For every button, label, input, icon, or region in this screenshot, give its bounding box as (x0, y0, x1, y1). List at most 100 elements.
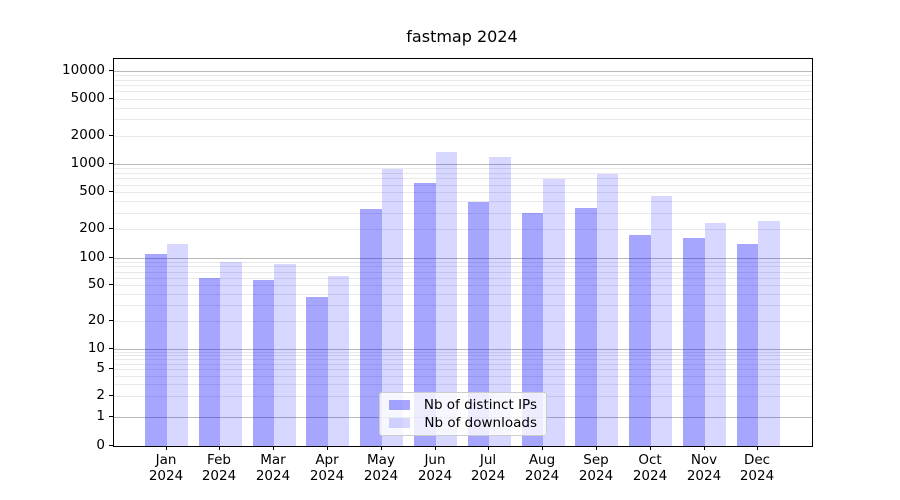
minor-gridline-20 (114, 321, 812, 322)
y-tick-label-1: 1 (96, 408, 105, 424)
y-tick-10 (109, 348, 113, 349)
minor-gridline-300 (114, 213, 812, 214)
x-tick-label-nov: Nov 2024 (686, 452, 722, 484)
x-tick-label-aug: Aug 2024 (524, 452, 560, 484)
x-tick-oct (650, 446, 651, 450)
x-tick-dec (757, 446, 758, 450)
y-tick-label-5: 5 (96, 360, 105, 376)
bar-downloads-jun (435, 152, 457, 446)
x-tick-jun (435, 446, 436, 450)
y-tick-20 (109, 320, 113, 321)
y-tick-5000 (109, 98, 113, 99)
x-tick-feb (219, 446, 220, 450)
y-tick-label-1000: 1000 (70, 155, 105, 171)
y-tick-label-2000: 2000 (70, 127, 105, 143)
minor-gridline-3000 (114, 119, 812, 120)
minor-gridline-500 (114, 192, 812, 193)
minor-gridline-9 (114, 352, 812, 353)
plot-area (113, 58, 813, 447)
legend-swatch-downloads (389, 418, 410, 428)
bar-downloads-oct (650, 195, 673, 446)
bar-ips-sep (575, 207, 597, 446)
bar-ips-oct (629, 234, 651, 446)
legend: Nb of distinct IPs Nb of downloads (379, 392, 547, 436)
legend-entry-distinct-ips: Nb of distinct IPs (389, 396, 537, 413)
x-tick-label-jul: Jul 2024 (470, 452, 506, 484)
major-gridline-100 (114, 258, 812, 259)
major-gridline-1000 (114, 164, 812, 165)
bar-downloads-aug (543, 178, 565, 446)
minor-gridline-900 (114, 168, 812, 169)
x-tick-mar (273, 446, 274, 450)
minor-gridline-600 (114, 185, 812, 186)
minor-gridline-60 (114, 278, 812, 279)
bar-ips-dec (736, 243, 759, 446)
bar-ips-jul (467, 201, 490, 446)
legend-swatch-distinct-ips (389, 400, 410, 410)
y-tick-1 (109, 416, 113, 417)
x-tick-label-oct: Oct 2024 (632, 452, 668, 484)
y-tick-label-2: 2 (96, 387, 105, 403)
y-tick-2000 (109, 135, 113, 136)
minor-gridline-7000 (114, 85, 812, 86)
y-tick-label-50: 50 (87, 276, 105, 292)
y-tick-2 (109, 395, 113, 396)
minor-gridline-6000 (114, 91, 812, 92)
x-tick-nov (704, 446, 705, 450)
y-tick-label-200: 200 (79, 220, 105, 236)
y-tick-label-500: 500 (79, 183, 105, 199)
y-tick-10000 (109, 70, 113, 71)
x-tick-label-may: May 2024 (363, 452, 399, 484)
minor-gridline-50 (114, 285, 812, 286)
bar-ips-may (360, 209, 382, 446)
x-tick-label-mar: Mar 2024 (255, 452, 291, 484)
y-tick-500 (109, 191, 113, 192)
minor-gridline-700 (114, 178, 812, 179)
legend-label-distinct-ips: Nb of distinct IPs (423, 396, 537, 413)
x-tick-label-sep: Sep 2024 (578, 452, 614, 484)
bar-downloads-nov (704, 222, 726, 446)
x-tick-apr (327, 446, 328, 450)
minor-gridline-200 (114, 229, 812, 230)
bar-ips-feb (198, 277, 221, 446)
x-tick-aug (542, 446, 543, 450)
x-tick-label-dec: Dec 2024 (739, 452, 775, 484)
minor-gridline-8 (114, 355, 812, 356)
y-tick-100 (109, 257, 113, 258)
bar-downloads-feb (220, 261, 242, 446)
y-tick-0 (109, 445, 113, 446)
minor-gridline-2000 (114, 136, 812, 137)
x-tick-label-apr: Apr 2024 (309, 452, 345, 484)
y-tick-label-0: 0 (96, 437, 105, 453)
bar-downloads-mar (274, 263, 296, 446)
x-tick-jan (166, 446, 167, 450)
y-tick-1000 (109, 163, 113, 164)
x-tick-label-jan: Jan 2024 (148, 452, 184, 484)
legend-entry-downloads: Nb of downloads (389, 414, 537, 431)
y-tick-label-5000: 5000 (70, 90, 105, 106)
legend-label-downloads: Nb of downloads (424, 414, 537, 431)
minor-gridline-4 (114, 376, 812, 377)
bar-ips-mar (252, 279, 275, 446)
y-tick-5 (109, 368, 113, 369)
bar-ips-aug (521, 212, 544, 446)
x-tick-may (381, 446, 382, 450)
minor-gridline-5000 (114, 99, 812, 100)
bar-ips-nov (683, 237, 705, 446)
minor-gridline-5 (114, 369, 812, 370)
y-tick-label-10000: 10000 (62, 62, 105, 78)
bar-downloads-dec (758, 221, 780, 446)
bar-downloads-apr (327, 275, 350, 446)
x-tick-sep (596, 446, 597, 450)
y-tick-label-100: 100 (79, 249, 105, 265)
y-tick-label-20: 20 (87, 312, 105, 328)
bar-ips-jun (414, 183, 436, 446)
major-gridline-10000 (114, 71, 812, 72)
y-tick-200 (109, 228, 113, 229)
chart-title: fastmap 2024 (406, 27, 518, 46)
minor-gridline-80 (114, 266, 812, 267)
major-gridline-10 (114, 349, 812, 350)
bar-downloads-jan (166, 243, 188, 446)
minor-gridline-70 (114, 272, 812, 273)
